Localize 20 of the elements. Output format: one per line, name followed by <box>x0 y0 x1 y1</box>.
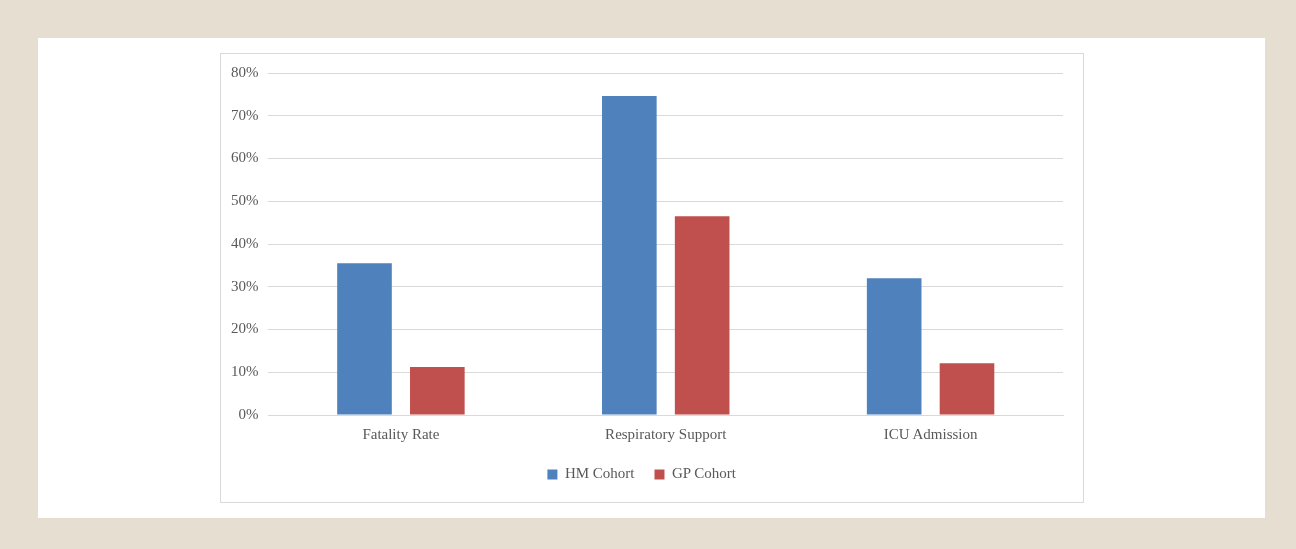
bar <box>337 263 392 415</box>
legend-label: GP Cohort <box>672 465 737 482</box>
bar <box>410 367 465 415</box>
y-tick-label: 60% <box>231 149 259 166</box>
legend-label: HM Cohort <box>564 465 636 482</box>
y-tick-label: 20% <box>231 320 259 337</box>
x-tick-label: Fatality Rate <box>362 425 440 442</box>
y-tick-label: 50% <box>231 192 259 209</box>
x-tick-label: Respiratory Support <box>605 425 728 442</box>
x-tick-label: ICU Admission <box>883 425 978 442</box>
y-tick-label: 70% <box>231 106 259 123</box>
bar <box>866 278 922 415</box>
y-tick-label: 80% <box>231 63 259 80</box>
bar <box>939 363 995 415</box>
y-tick-label: 40% <box>231 234 259 251</box>
bar <box>674 216 730 415</box>
y-tick-label: 30% <box>231 277 259 294</box>
y-tick-label: 0% <box>238 405 259 422</box>
bar <box>602 96 657 415</box>
y-tick-label: 10% <box>231 363 259 380</box>
